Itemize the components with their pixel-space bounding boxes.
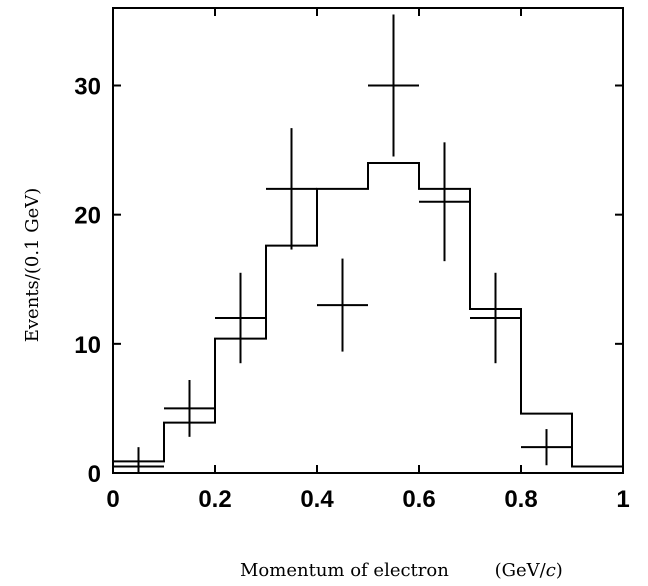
data-point <box>113 447 164 473</box>
x-tick-label: 0.2 <box>198 486 231 513</box>
y-axis-title: Events/(0.1 GeV) <box>22 188 43 343</box>
x-tick-label: 0.4 <box>300 486 334 513</box>
x-axis-unit-suffix: ) <box>556 560 563 581</box>
y-tick-label: 30 <box>74 74 101 101</box>
x-tick-label: 0 <box>106 486 119 513</box>
x-axis-label: Momentum of electron <box>240 560 449 581</box>
ticks-layer <box>112 8 624 474</box>
x-tick-label: 0.6 <box>402 486 435 513</box>
data-points-layer <box>113 14 572 473</box>
data-point <box>164 380 215 437</box>
data-point <box>419 142 470 262</box>
plot-frame <box>112 7 624 474</box>
data-point <box>521 429 572 466</box>
x-tick-label: 1 <box>616 486 629 513</box>
data-point <box>470 272 521 364</box>
y-tick-label: 0 <box>88 461 101 488</box>
x-axis-title: Momentum of electron (GeV/c) <box>240 560 563 581</box>
data-point <box>368 14 419 157</box>
y-tick-label: 20 <box>74 203 101 230</box>
data-point <box>266 128 317 250</box>
y-tick-label: 10 <box>74 332 101 359</box>
data-point <box>317 258 368 352</box>
x-tick-label: 0.8 <box>504 486 537 513</box>
data-point <box>215 272 266 364</box>
x-axis-unit-italic: c <box>546 560 556 581</box>
x-axis-unit-prefix: (GeV/ <box>495 560 547 581</box>
